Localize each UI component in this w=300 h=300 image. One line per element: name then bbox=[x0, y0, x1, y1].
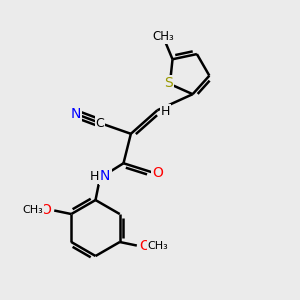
Text: H: H bbox=[161, 105, 170, 118]
Text: O: O bbox=[152, 166, 164, 180]
Text: CH₃: CH₃ bbox=[153, 30, 175, 43]
Text: H: H bbox=[90, 170, 99, 183]
Text: N: N bbox=[70, 107, 81, 121]
Text: N: N bbox=[100, 169, 110, 184]
Text: O: O bbox=[40, 203, 51, 217]
Text: O: O bbox=[140, 239, 151, 253]
Text: S: S bbox=[164, 76, 173, 91]
Text: C: C bbox=[96, 117, 104, 130]
Text: CH₃: CH₃ bbox=[148, 241, 168, 251]
Text: CH₃: CH₃ bbox=[23, 205, 44, 215]
